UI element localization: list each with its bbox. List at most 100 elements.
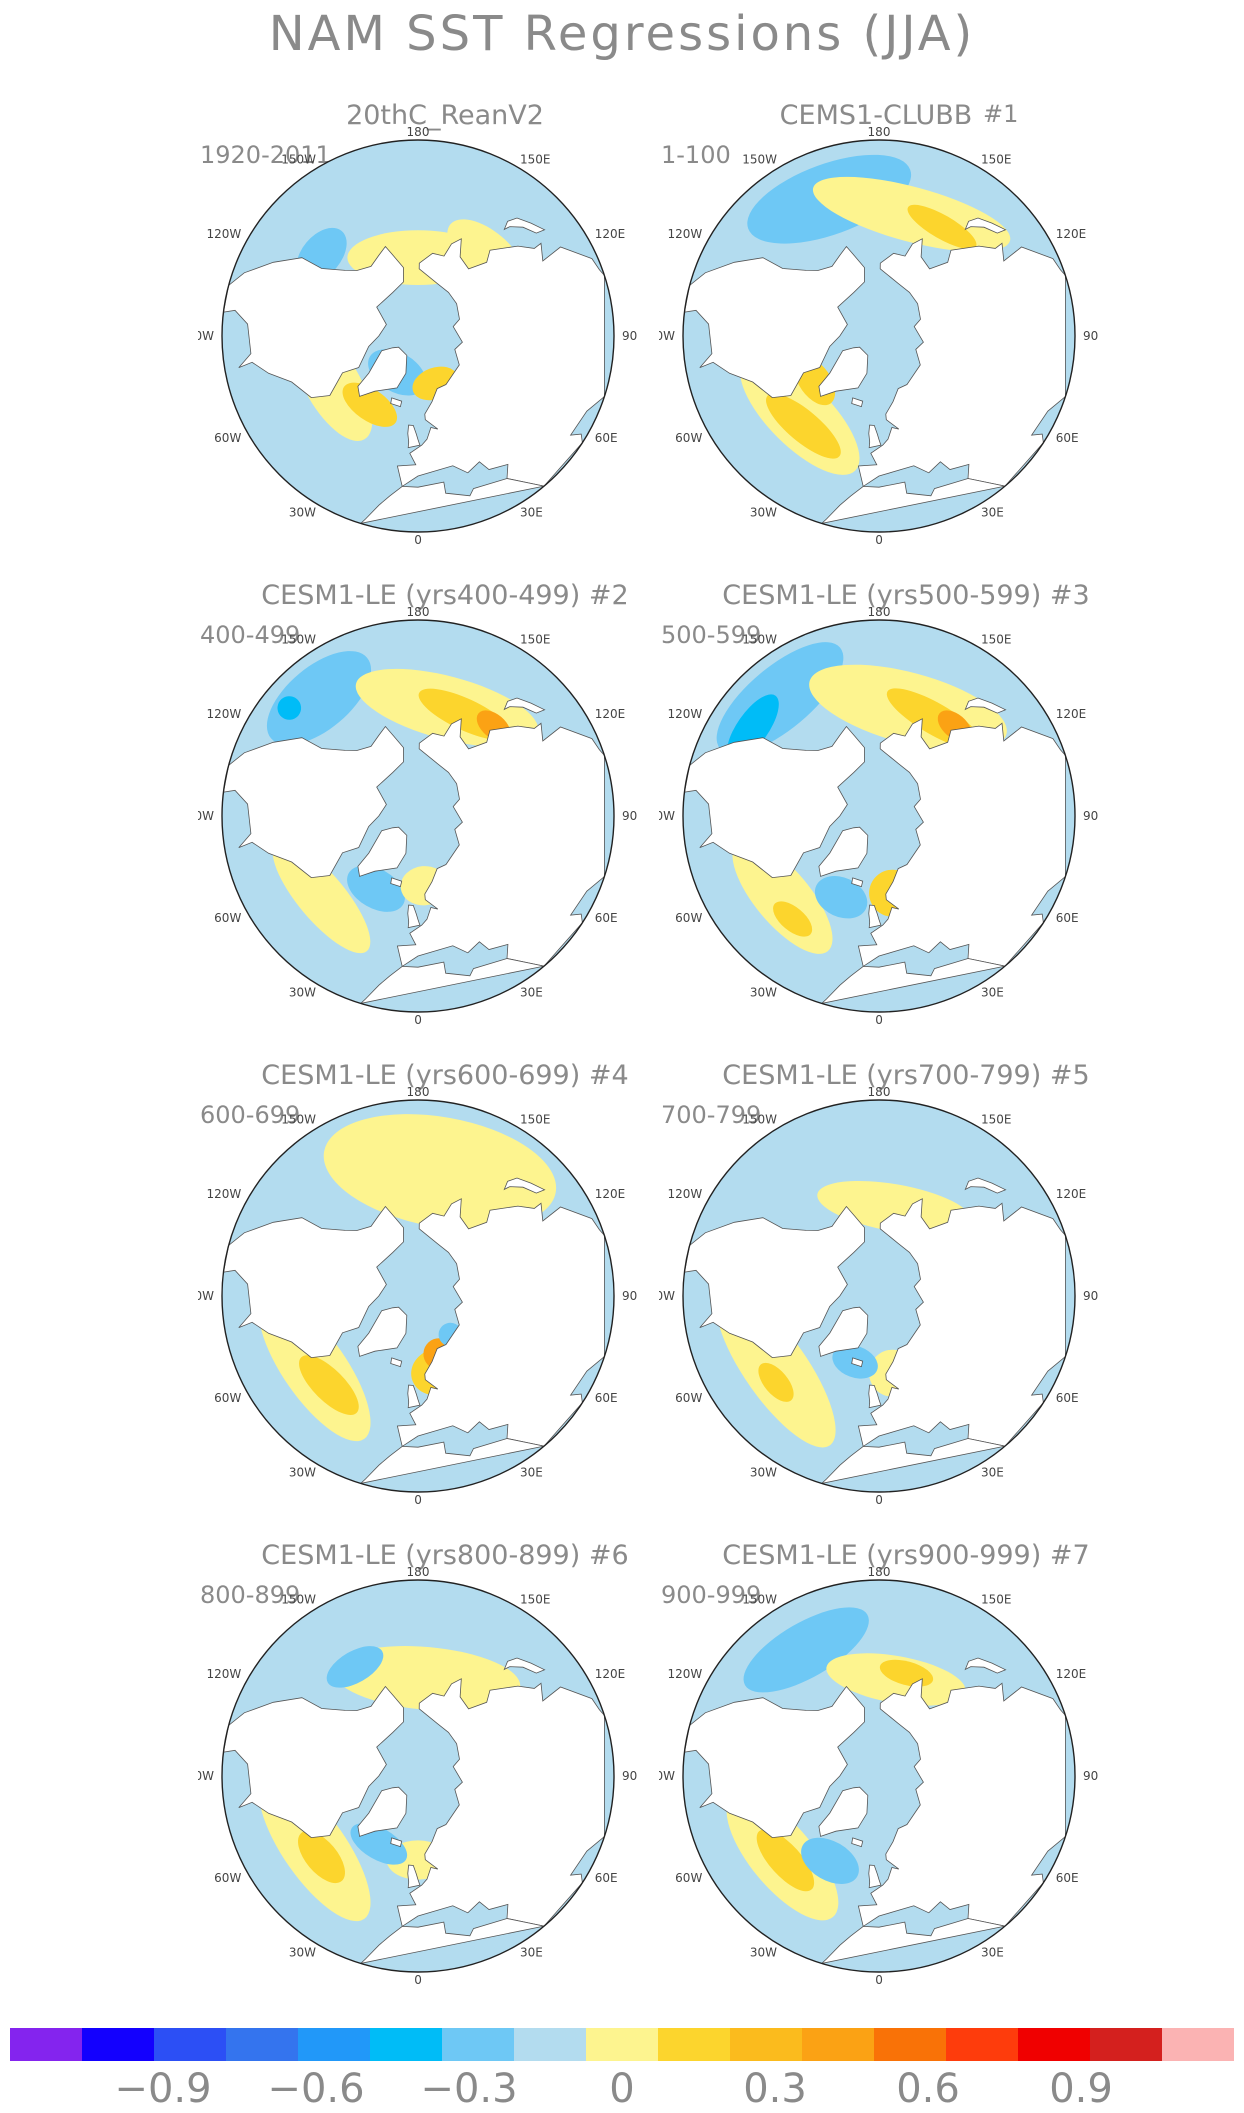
map-boundary [221,1099,615,1493]
land-north-america [683,245,865,399]
land-north-america [683,1205,865,1359]
lon-label: 0 [875,1013,883,1027]
land-japan [503,1177,546,1194]
lon-label: 60W [214,1391,241,1405]
sst-anomaly-neg1 [326,1646,384,1688]
lon-label: 120W [207,707,242,721]
land-greenland [818,346,869,397]
land-north-america [683,725,865,879]
lon-label: 180 [868,1085,891,1099]
land-africa [820,1438,1006,1485]
colorbar-swatch [226,2028,298,2061]
colorbar-swatch [154,2028,226,2061]
map-boundary [682,1579,1076,1973]
lon-label: 90W [198,329,214,343]
panel-title: CESM1-LE (yrs500-599) #3 [722,580,1090,611]
land-greenland [818,1306,869,1357]
panel-title: CESM1-LE (yrs400-499) #2 [261,580,629,611]
panel-title: CEMS1-CLUBB [779,100,973,131]
colorbar [10,2028,1234,2061]
lon-label: 180 [868,1565,891,1579]
land-greenland [357,1306,408,1357]
map-boundary [221,1579,615,1973]
polar-map: 180 150E 120E 90E 60E 30E 0 30W 60W 90W 120W 150W [198,605,638,1027]
panel-period: 1-100 [661,141,731,169]
lon-label: 150E [520,152,551,166]
lon-label: 90W [198,809,214,823]
land-britain [868,424,882,449]
lon-label: 120W [668,707,703,721]
map-body [683,1580,1075,1972]
panel-period: 700-799 [661,1101,762,1129]
land-greenland [357,346,408,397]
lon-label: 180 [868,125,891,139]
sst-anomaly-pos2 [773,901,813,937]
land-britain [407,1864,421,1889]
land-iceland [390,1357,403,1368]
lon-label: 120E [1056,227,1087,241]
colorbar-swatch [514,2028,586,2061]
colorbar-label: −0.6 [267,2066,365,2112]
lon-label: 150W [742,632,777,646]
colorbar-swatch [1162,2028,1234,2061]
map-body [222,1580,614,1972]
lon-label: 60E [1056,431,1079,445]
lon-label: 60W [214,911,241,925]
lon-label: 30W [289,1946,316,1960]
map-boundary [221,619,615,1013]
lon-label: 60E [1056,911,1079,925]
lon-label: 90E [1083,329,1099,343]
colorbar-swatch [82,2028,154,2061]
colorbar-label: 0.6 [896,2066,960,2112]
panel-member-6: CESM1-LE (yrs800-899) #6 800-899 180 150E… [195,1540,695,2020]
panel-title: 20thC_ReanV2 [346,100,544,131]
land-greenland [357,1786,408,1837]
lon-label: 60E [1056,1391,1079,1405]
land-iceland [390,397,403,408]
land-africa [359,1438,545,1485]
lon-label: 30E [520,986,543,1000]
lon-label: 60W [675,1391,702,1405]
land-north-america [222,245,404,399]
colorbar-swatch [370,2028,442,2061]
lon-label: 30W [289,986,316,1000]
colorbar-swatch [1018,2028,1090,2061]
polar-map: 180 150E 120E 90E 60E 30E 0 30W 60W 90W 120W 150W [659,1565,1099,1987]
colorbar-swatch [1090,2028,1162,2061]
lon-label: 0 [875,1973,883,1987]
map-boundary [221,139,615,533]
lon-label: 0 [414,533,422,547]
lon-label: 0 [875,1493,883,1507]
sst-anomaly-pos1 [272,840,371,954]
panel-title: CESM1-LE (yrs600-699) #4 [261,1060,629,1091]
panel-period: 900-999 [661,1581,762,1609]
lon-label: 60E [595,1391,618,1405]
land-japan [503,217,546,234]
colorbar-label: 0 [609,2066,635,2112]
land-japan [503,697,546,714]
panel-member-7: CESM1-LE (yrs900-999) #7 900-999 180 150E… [656,1540,1156,2020]
lon-label: 90W [198,1769,214,1783]
land-britain [407,904,421,929]
lon-label: 30E [981,506,1004,520]
land-north-america [222,1685,404,1839]
lon-label: 30W [289,506,316,520]
lon-label: 60E [595,431,618,445]
land-iceland [851,1357,864,1368]
lon-label: 150W [742,1592,777,1606]
lon-label: 60E [595,1871,618,1885]
panel-period: 1920-2011 [200,141,331,169]
lon-label: 120E [595,227,626,241]
panel-member-1: CEMS1-CLUBB #1 1-100 180 150E 120E 90E 60E 30… [656,100,1156,580]
colorbar-label: −0.3 [420,2066,518,2112]
lon-label: 150W [281,1592,316,1606]
lon-label: 180 [407,1565,430,1579]
lon-label: 120W [668,227,703,241]
colorbar-label: −0.9 [114,2066,212,2112]
panel-member-3: CESM1-LE (yrs500-599) #3 500-599 180 150E… [656,580,1156,1060]
lon-label: 60E [1056,1871,1079,1885]
land-africa [820,958,1006,1005]
panel-period: 800-899 [200,1581,301,1609]
panel-period: 600-699 [200,1101,301,1129]
land-africa [359,1918,545,1965]
